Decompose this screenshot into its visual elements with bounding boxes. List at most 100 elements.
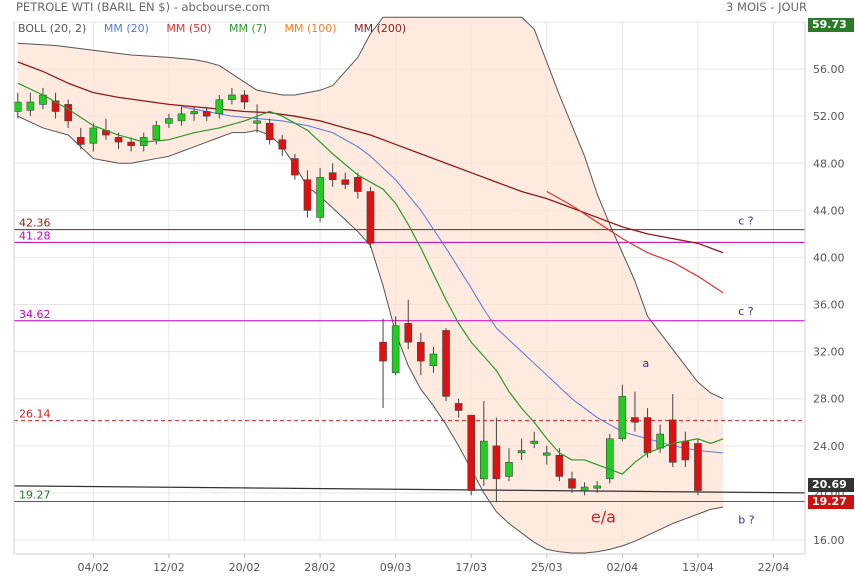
candle-down (467, 414, 476, 491)
y-tick-label: 36.00 (813, 299, 845, 312)
candle-up (26, 101, 35, 111)
candle-up (89, 127, 98, 144)
x-tick-label: 17/03 (455, 561, 487, 574)
candle-up (505, 461, 513, 477)
y-tick-label: 52.00 (813, 110, 845, 123)
candle-up (165, 118, 173, 124)
level-label: 34.62 (19, 308, 51, 321)
mm20-line (181, 106, 724, 454)
bollinger-band-fill (17, 17, 724, 553)
candle-down (668, 419, 677, 463)
legend-mm100: MM (100) (284, 22, 337, 35)
legend-mm7: MM (7) (228, 22, 268, 35)
annotation-label: e/a (591, 507, 616, 526)
candle-down (631, 417, 639, 423)
plot-layer (14, 16, 805, 554)
legend-mm20: MM (20) (103, 22, 149, 35)
y-tick-label: 44.00 (813, 204, 845, 217)
level-label: 19.27 (19, 489, 51, 502)
candle-up (656, 433, 664, 449)
candle-down (240, 94, 249, 103)
candle-down (492, 445, 501, 480)
annotation-label: a (643, 357, 650, 370)
period-label: 3 MOIS - JOUR (726, 0, 807, 14)
candle-up (429, 353, 438, 367)
mm200-line (17, 61, 724, 254)
candle-down (681, 440, 690, 461)
candle-down (568, 478, 576, 489)
legend: BOLL (20, 2) MM (20) MM (50) MM (7) MM (… (18, 22, 420, 35)
candle-down (303, 179, 312, 211)
x-tick-label: 20/02 (229, 561, 261, 574)
x-tick-label: 28/02 (304, 561, 336, 574)
x-tick-label: 04/02 (78, 561, 110, 574)
candle-down (442, 330, 450, 397)
candle-up (391, 325, 400, 374)
x-tick-label: 09/03 (380, 561, 412, 574)
price-tag: 19.27 (808, 494, 854, 509)
candle-down (114, 137, 123, 143)
candle-up (530, 440, 538, 444)
candle-up (228, 94, 236, 100)
y-tick-label: 16.00 (813, 534, 845, 547)
candle-down (51, 100, 60, 112)
candle-up (517, 450, 526, 454)
candle-up (14, 101, 22, 112)
candle-down (76, 137, 85, 145)
candle-up (618, 396, 627, 440)
mm7-line (17, 82, 724, 475)
candle-up (253, 120, 261, 124)
price-tag: 59.73 (808, 18, 854, 33)
y-tick-label: 40.00 (813, 251, 845, 264)
candle-down (643, 417, 652, 454)
candle-down (64, 104, 72, 122)
candle-up (215, 99, 224, 115)
x-tick-label: 02/04 (607, 561, 639, 574)
candle-up (542, 452, 551, 456)
candle-up (580, 486, 589, 491)
candle-up (480, 440, 488, 480)
bollinger-lower-line (17, 115, 724, 554)
candle-down (454, 403, 463, 411)
x-tick-label: 12/02 (153, 561, 185, 574)
candle-up (593, 485, 601, 489)
price-tag: 20.69 (808, 477, 854, 492)
legend-mm200: MM (200) (354, 22, 407, 35)
candle-up (152, 125, 161, 141)
y-tick-label: 32.00 (813, 346, 845, 359)
candle-up (177, 113, 186, 122)
level-label: 26.14 (19, 408, 51, 421)
candle-down (417, 341, 425, 362)
candle-up (316, 177, 324, 218)
bollinger-upper-line (17, 16, 724, 400)
y-tick-label: 48.00 (813, 157, 845, 170)
x-tick-label: 25/03 (531, 561, 563, 574)
mm50-line (546, 191, 724, 294)
candle-up (605, 438, 614, 480)
candle-down (366, 191, 375, 244)
candle-down (127, 141, 135, 146)
annotation-label: c ? (738, 305, 754, 318)
candle-down (404, 323, 413, 343)
candle-down (555, 454, 564, 477)
legend-boll: BOLL (20, 2) (18, 22, 87, 35)
level-label: 41.28 (19, 229, 51, 242)
candle-down (379, 341, 387, 362)
legend-mm50: MM (50) (166, 22, 212, 35)
y-tick-label: 28.00 (813, 393, 845, 406)
x-tick-label: 13/04 (682, 561, 714, 574)
candle-down (328, 172, 337, 181)
y-tick-label: 24.00 (813, 440, 845, 453)
annotation-label: b ? (738, 514, 754, 527)
candle-down (278, 139, 287, 150)
candle-down (694, 443, 702, 491)
x-tick-label: 22/04 (758, 561, 790, 574)
candle-up (190, 111, 198, 115)
candle-down (291, 158, 299, 176)
annotation-label: c ? (738, 214, 754, 227)
candle-down (202, 111, 211, 117)
support-line (14, 485, 805, 494)
candle-down (265, 122, 274, 141)
chart-title: PETROLE WTI (BARIL EN $) - abcbourse.com (16, 0, 270, 14)
